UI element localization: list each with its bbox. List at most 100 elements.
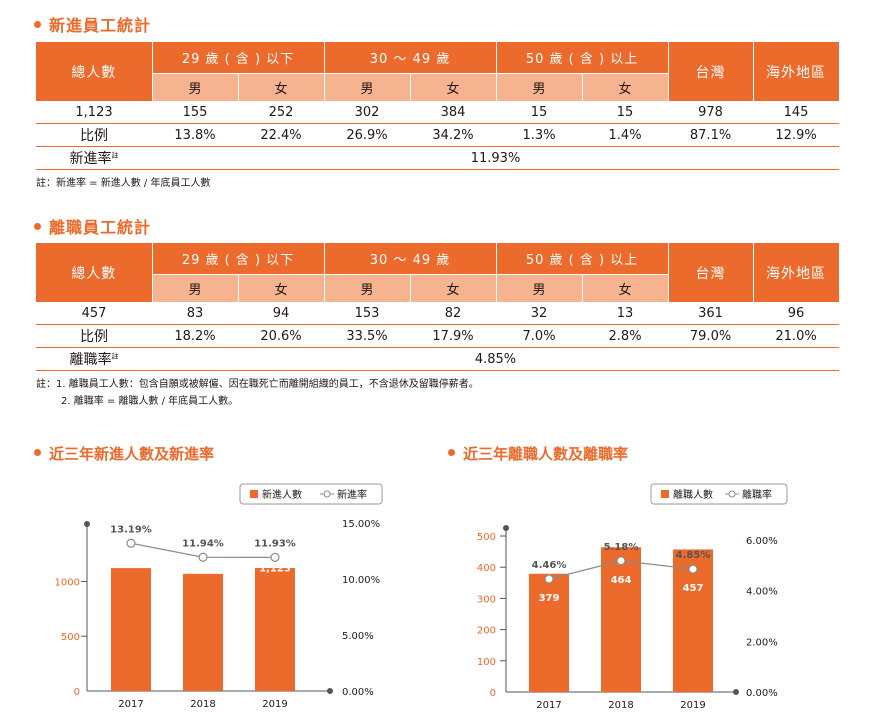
- y-tick-label: 1000: [55, 577, 80, 588]
- table-cell: 15: [582, 101, 669, 124]
- table-cell: 302: [324, 101, 411, 124]
- rate-label: 11.94%: [182, 538, 224, 549]
- header-age-50-above: 50 歲 ( 含 ) 以上: [496, 243, 669, 275]
- header-age-30-49: 30 ～ 49 歲: [324, 42, 497, 74]
- bullet-icon: [34, 21, 41, 28]
- rate-footnote-mark: 註: [111, 352, 119, 361]
- header-female: 女: [238, 73, 325, 101]
- rate-label: 4.46%: [532, 560, 567, 571]
- table-cell: 384: [410, 101, 497, 124]
- header-age-30-49: 30 ～ 49 歲: [324, 243, 497, 275]
- rate-label: 11.93%: [254, 538, 296, 549]
- bar: [255, 567, 295, 691]
- rate-point: [616, 556, 626, 566]
- y2-tick-label: 15.00%: [342, 519, 380, 530]
- leave-note: 註：1. 離職員工人數：包含自願或被解僱、因在職死亡而離開組織的員工，不含退休及…: [36, 376, 479, 410]
- leave-chart-title-text: 近三年離職人數及離職率: [463, 445, 629, 463]
- rate-point: [198, 552, 208, 562]
- rate-label: 13.19%: [110, 524, 152, 535]
- y-axis-end-dot: [84, 521, 90, 527]
- hire-chart: 新進人數 新進率 0 500 1000 0.00% 5.00% 10.00% 15.00% 201…: [55, 483, 383, 710]
- rate-footnote-mark: 註: [111, 151, 119, 160]
- legend-line-marker: [323, 490, 331, 498]
- rate-label: 5.18%: [604, 542, 639, 553]
- x-axis-end-dot: [327, 688, 333, 694]
- table-cell: 252: [238, 101, 325, 124]
- legend-bar-swatch: [250, 490, 258, 498]
- hire-note: 註：新進率 = 新進人數 / 年底員工人數: [36, 178, 211, 189]
- header-male: 男: [152, 274, 239, 302]
- header-female: 女: [582, 274, 669, 302]
- header-female: 女: [238, 274, 325, 302]
- header-female: 女: [410, 73, 497, 101]
- y2-tick-label: 0.00%: [342, 687, 374, 698]
- x-tick-label: 2019: [680, 700, 705, 711]
- table-cell: 83: [152, 302, 238, 325]
- leave-chart: 離職人數 離職率 0 100 200 300 400 500 0.00% 2.00% 4.00% 6.…: [477, 483, 788, 711]
- header-taiwan: 台灣: [668, 243, 754, 302]
- legend-bar-label: 新進人數: [262, 488, 302, 501]
- legend-line-marker: [728, 490, 736, 498]
- x-tick-label: 2018: [608, 700, 633, 711]
- y2-tick-label: 4.00%: [746, 587, 778, 598]
- legend-box: [239, 483, 383, 505]
- table-cell: 155: [152, 101, 238, 124]
- y-tick-label: 400: [477, 563, 496, 574]
- y-tick-label: 500: [61, 632, 80, 643]
- header-taiwan: 台灣: [668, 42, 754, 101]
- table-cell: 33.5%: [324, 324, 411, 348]
- header-female: 女: [410, 274, 497, 302]
- rate-value: 4.85%: [152, 347, 840, 371]
- x-tick-label: 2017: [118, 699, 143, 710]
- hire-chart-title: 近三年新進人數及新進率: [34, 443, 214, 464]
- table-cell: 18.2%: [152, 324, 238, 348]
- y-tick-label: 0: [490, 688, 496, 699]
- header-male: 男: [496, 274, 583, 302]
- table-cell: 13: [582, 302, 669, 325]
- table-row: 比例 18.2% 20.6% 33.5% 17.9% 7.0% 2.8% 79.…: [36, 324, 840, 348]
- rate-point: [270, 552, 280, 562]
- hire-chart-title-text: 近三年新進人數及新進率: [49, 445, 215, 463]
- rate-label: 4.85%: [676, 550, 711, 561]
- bar-value-label: 1,069: [187, 563, 219, 574]
- rate-point: [544, 574, 554, 584]
- table-row: 1,123 155 252 302 384 15 15 978 145: [36, 101, 840, 124]
- table-row: 新進率註 11.93%: [36, 146, 840, 170]
- hire-table: 總人數 29 歲 ( 含 ) 以下 30 ～ 49 歲 50 歲 ( 含 ) 以…: [36, 42, 840, 170]
- leave-section-title: 離職員工統計: [34, 214, 151, 238]
- header-male: 男: [324, 73, 411, 101]
- legend-line-label: 新進率: [337, 488, 367, 501]
- bullet-icon: [34, 223, 41, 230]
- y2-tick-label: 6.00%: [746, 536, 778, 547]
- y2-tick-label: 0.00%: [746, 688, 778, 699]
- leave-table: 總人數 29 歲 ( 含 ) 以下 30 ～ 49 歲 50 歲 ( 含 ) 以…: [36, 243, 840, 371]
- header-male: 男: [324, 274, 411, 302]
- bar: [529, 573, 569, 692]
- table-row: 比例 13.8% 22.4% 26.9% 34.2% 1.3% 1.4% 87.…: [36, 123, 840, 147]
- x-tick-label: 2017: [536, 700, 561, 711]
- rate-value: 11.93%: [152, 146, 840, 170]
- table-cell: 13.8%: [152, 123, 238, 147]
- y2-tick-label: 2.00%: [746, 637, 778, 648]
- ratio-label: 比例: [36, 123, 152, 147]
- leave-note-line-1: 註：1. 離職員工人數：包含自願或被解僱、因在職死亡而離開組織的員工，不含退休及…: [36, 379, 479, 390]
- header-overseas: 海外地區: [753, 42, 840, 101]
- y-tick-label: 500: [477, 532, 496, 543]
- bar-value-label: 457: [683, 583, 704, 594]
- header-male: 男: [152, 73, 239, 101]
- bar-value-label: 379: [539, 593, 560, 604]
- table-cell: 26.9%: [324, 123, 411, 147]
- header-total: 總人數: [36, 243, 153, 302]
- table-cell: 457: [36, 302, 152, 325]
- legend-line-label: 離職率: [742, 488, 772, 501]
- header-overseas: 海外地區: [753, 243, 840, 302]
- table-cell: 82: [410, 302, 497, 325]
- table-cell: 20.6%: [238, 324, 325, 348]
- legend-box: [650, 483, 788, 505]
- table-cell: 17.9%: [410, 324, 497, 348]
- y-tick-label: 300: [477, 594, 496, 605]
- rate-label: 新進率註: [36, 146, 152, 170]
- table-cell: 153: [324, 302, 411, 325]
- hire-title-text: 新進員工統計: [49, 16, 152, 35]
- leave-note-line-2: 2. 離職率 = 離職人數 / 年底員工人數。: [61, 396, 239, 407]
